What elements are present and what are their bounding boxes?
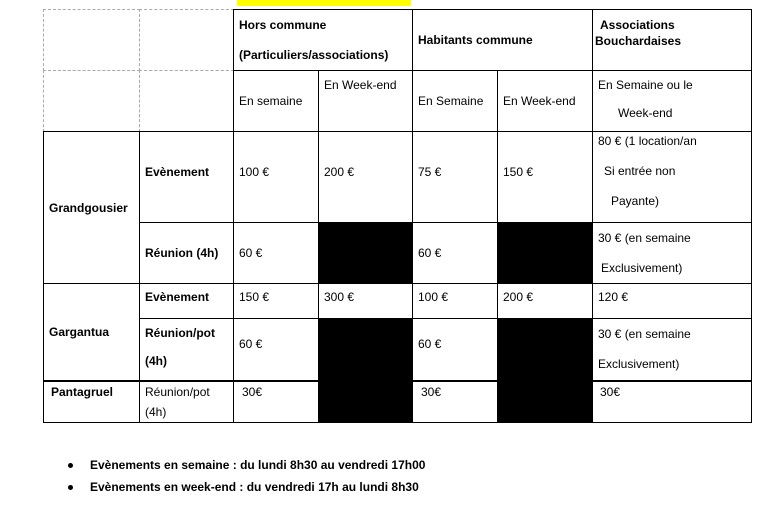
price-cell-assoc: 30 € (en semaine Exclusivement) bbox=[592, 318, 752, 381]
header-hc-semaine: En semaine bbox=[233, 70, 319, 132]
empty-header-cell bbox=[139, 9, 234, 71]
price-cell: 30€ bbox=[412, 380, 498, 423]
price-cell: 75 € bbox=[412, 131, 498, 223]
bullet-icon bbox=[68, 463, 73, 468]
empty-header-cell bbox=[139, 70, 234, 132]
price-cell: 150 € bbox=[233, 283, 319, 319]
bullet-icon bbox=[68, 485, 73, 490]
header-assoc-period: En Semaine ou le Week-end bbox=[592, 70, 752, 132]
row-label: Réunion (4h) bbox=[139, 222, 234, 284]
price-cell: 60 € bbox=[233, 318, 319, 381]
price-cell: 150 € bbox=[497, 131, 593, 223]
price-cell: 100 € bbox=[412, 283, 498, 319]
price-cell-assoc: 30€ bbox=[592, 380, 752, 423]
row-label: Réunion/pot (4h) bbox=[139, 380, 234, 423]
price-cell: 100 € bbox=[233, 131, 319, 223]
unavailable-cell bbox=[318, 318, 413, 381]
unavailable-cell bbox=[318, 380, 413, 423]
header-hab-semaine: En Semaine bbox=[412, 70, 498, 132]
price-cell: 200 € bbox=[318, 131, 413, 223]
price-cell: 30€ bbox=[233, 380, 319, 423]
empty-header-cell bbox=[43, 70, 140, 132]
price-cell-assoc: 80 € (1 location/an Si entrée non Payante) bbox=[592, 126, 752, 223]
price-cell: 60 € bbox=[233, 222, 319, 284]
price-cell-assoc: 120 € bbox=[592, 283, 752, 319]
note-bullet: Evènements en semaine : du lundi 8h30 au… bbox=[68, 458, 425, 472]
header-hors-commune: Hors commune (Particuliers/associations) bbox=[233, 9, 413, 71]
unavailable-cell bbox=[318, 222, 413, 284]
row-label: Réunion/pot (4h) bbox=[139, 318, 234, 381]
room-grandgousier: Grandgousier bbox=[43, 131, 140, 284]
unavailable-cell bbox=[497, 222, 593, 284]
row-label: Evènement bbox=[139, 131, 234, 223]
price-cell: 60 € bbox=[412, 222, 498, 284]
price-cell-assoc: 30 € (en semaine Exclusivement) bbox=[592, 222, 752, 284]
header-hc-weekend: En Week-end bbox=[318, 70, 413, 132]
header-associations: Associations Bouchardaises bbox=[592, 9, 752, 71]
price-cell: 200 € bbox=[497, 283, 593, 319]
price-cell: 60 € bbox=[412, 318, 498, 381]
highlighted-title-fragment bbox=[237, 0, 411, 6]
empty-header-cell bbox=[43, 9, 140, 71]
row-label: Evènement bbox=[139, 283, 234, 319]
room-gargantua: Gargantua bbox=[43, 283, 140, 381]
note-bullet: Evènements en week-end : du vendredi 17h… bbox=[68, 480, 419, 494]
unavailable-cell bbox=[497, 380, 593, 423]
header-habitants: Habitants commune bbox=[412, 9, 593, 71]
unavailable-cell bbox=[497, 318, 593, 381]
header-hab-weekend: En Week-end bbox=[497, 70, 593, 132]
room-pantagruel: Pantagruel bbox=[43, 380, 140, 423]
price-cell: 300 € bbox=[318, 283, 413, 319]
